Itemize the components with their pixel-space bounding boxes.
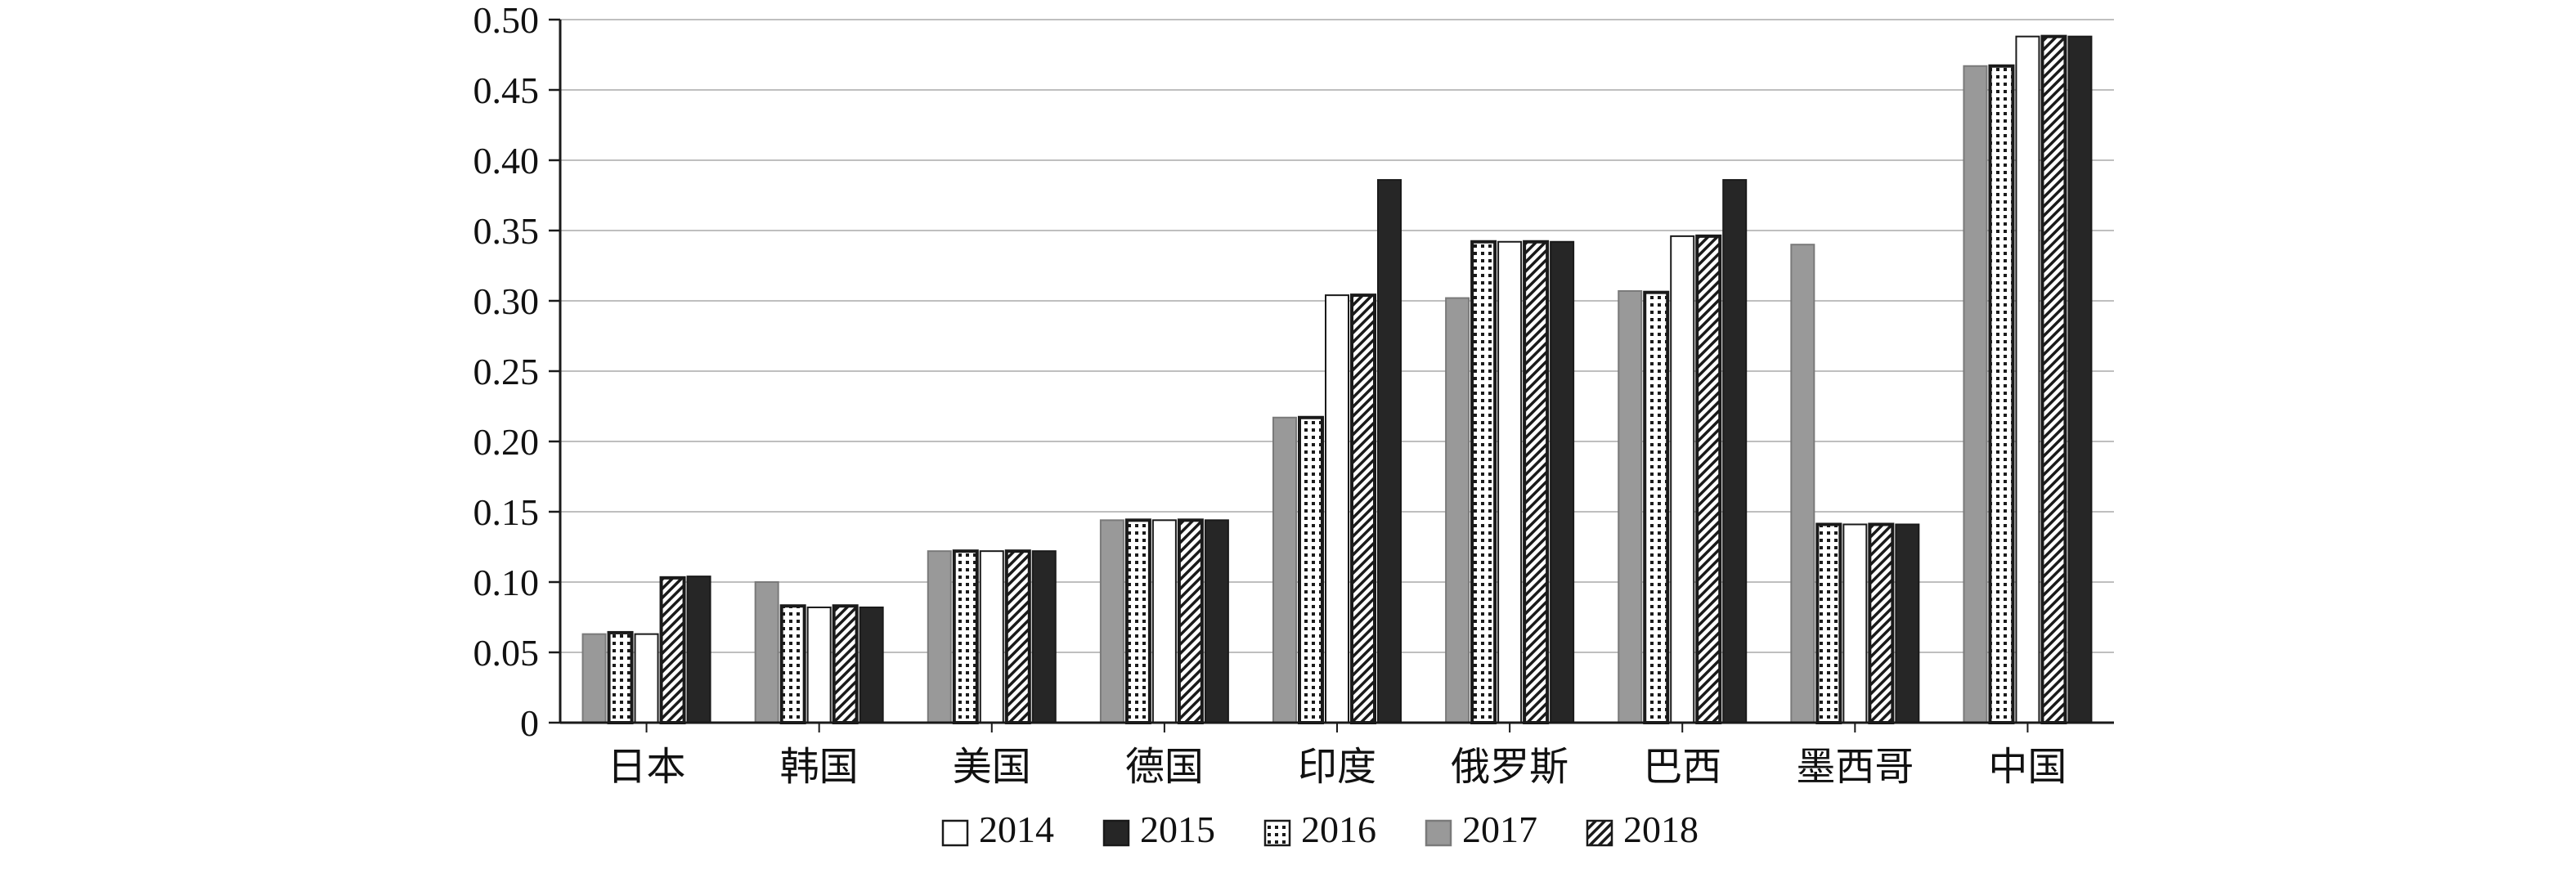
bar-2015-5 xyxy=(1550,240,1575,723)
y-tick-label: 0.05 xyxy=(473,632,540,674)
bar-2016-0 xyxy=(607,630,634,724)
bar-2014-5 xyxy=(1497,240,1523,723)
legend-label-2015: 2015 xyxy=(1140,809,1215,850)
legend-label-2014: 2014 xyxy=(979,809,1054,850)
bar-2018-0 xyxy=(659,576,686,725)
bar-2018-5 xyxy=(1523,240,1550,724)
x-tick-label: 墨西哥 xyxy=(1796,746,1914,789)
bar-2018-4 xyxy=(1350,293,1376,724)
legend-label-2018: 2018 xyxy=(1623,809,1699,850)
bar-2017-4 xyxy=(1272,416,1297,723)
bar-2018-2 xyxy=(1004,549,1031,724)
bar-2014-3 xyxy=(1151,519,1177,723)
bar-2016-6 xyxy=(1643,290,1670,724)
bar-2017-0 xyxy=(581,633,607,724)
legend-swatch-2017 xyxy=(1425,819,1452,847)
bar-2014-0 xyxy=(634,633,659,724)
bar-2015-2 xyxy=(1031,550,1057,723)
y-tick-label: 0.25 xyxy=(473,351,540,392)
legend-swatch-2018 xyxy=(1586,819,1613,847)
x-tick-label: 韩国 xyxy=(780,746,859,789)
y-tick-label: 0.35 xyxy=(473,210,540,252)
bar-2017-1 xyxy=(754,581,779,723)
bar-2017-8 xyxy=(1963,65,1988,723)
bar-2016-3 xyxy=(1124,518,1151,724)
legend-label-2017: 2017 xyxy=(1462,809,1537,850)
bar-2014-4 xyxy=(1325,294,1349,723)
y-tick-label: 0.30 xyxy=(473,280,540,322)
legend-swatch-2016 xyxy=(1263,819,1291,847)
bar-2017-2 xyxy=(927,550,952,723)
x-tick-label: 日本 xyxy=(608,746,686,789)
bar-2014-1 xyxy=(806,606,832,724)
bar-2016-7 xyxy=(1815,522,1842,724)
bar-2015-8 xyxy=(2067,35,2093,723)
legend-label-2016: 2016 xyxy=(1301,809,1376,850)
bar-2017-6 xyxy=(1618,289,1643,723)
bar-2016-8 xyxy=(1988,64,2015,724)
bar-2018-8 xyxy=(2040,34,2067,724)
bar-2018-7 xyxy=(1868,522,1895,724)
bar-2015-3 xyxy=(1204,519,1229,723)
x-tick-label: 中国 xyxy=(1988,746,2067,789)
bar-2015-6 xyxy=(1722,179,1748,723)
y-tick-label: 0 xyxy=(520,702,539,744)
bar-2016-5 xyxy=(1470,240,1497,724)
bar-2017-3 xyxy=(1099,519,1124,723)
y-tick-label: 0.45 xyxy=(473,69,540,111)
x-tick-label: 巴西 xyxy=(1643,746,1721,789)
bar-2016-4 xyxy=(1298,415,1324,724)
bar-2015-7 xyxy=(1895,523,1920,723)
bar-2014-7 xyxy=(1842,523,1868,723)
bar-2017-7 xyxy=(1790,244,1815,723)
y-tick-label: 0.10 xyxy=(473,562,540,603)
bar-2018-1 xyxy=(832,604,859,724)
legend-swatch-2015 xyxy=(1102,819,1130,847)
x-tick-label: 俄罗斯 xyxy=(1451,746,1568,789)
bar-2015-0 xyxy=(686,576,711,723)
y-tick-label: 0.20 xyxy=(473,421,540,463)
bar-2018-3 xyxy=(1177,518,1204,724)
bar-2016-2 xyxy=(952,549,979,724)
y-tick-label: 0.15 xyxy=(473,491,540,533)
bar-2014-2 xyxy=(979,550,1004,723)
x-tick-label: 美国 xyxy=(953,746,1031,789)
bar-2018-6 xyxy=(1695,234,1722,724)
legend-swatch-2014 xyxy=(941,819,969,847)
bar-2014-8 xyxy=(2015,35,2040,723)
x-tick-label: 德国 xyxy=(1125,746,1204,789)
bar-2015-4 xyxy=(1377,179,1402,723)
bar-2016-1 xyxy=(779,604,806,724)
bar-2014-6 xyxy=(1670,235,1695,723)
y-tick-label: 0.40 xyxy=(473,140,540,181)
x-tick-label: 印度 xyxy=(1298,746,1376,789)
bar-2017-5 xyxy=(1445,297,1470,723)
y-tick-label: 0.50 xyxy=(473,0,540,41)
bar-2015-1 xyxy=(859,606,884,724)
